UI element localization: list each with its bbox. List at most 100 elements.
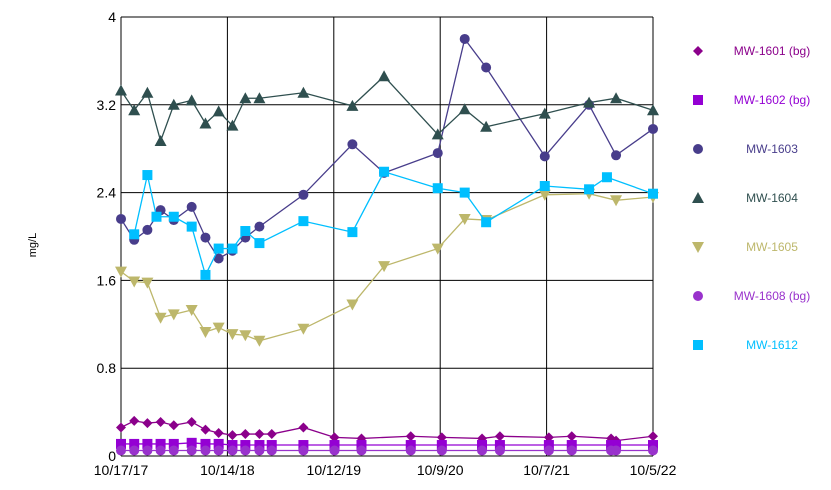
data-point (142, 445, 153, 456)
data-point (213, 253, 224, 264)
data-point (200, 424, 211, 435)
series-4 (115, 188, 659, 347)
data-point (199, 326, 212, 338)
x-tick-label: 10/9/20 (417, 462, 464, 478)
legend-label: MW-1612 (746, 338, 798, 352)
data-point (298, 216, 309, 227)
data-point (379, 166, 390, 177)
series-6 (129, 166, 658, 280)
data-point (648, 188, 658, 199)
data-point (240, 440, 251, 451)
data-point (432, 148, 443, 159)
data-point (459, 33, 470, 44)
data-point (266, 440, 277, 451)
data-point (566, 445, 577, 456)
data-point (405, 431, 416, 442)
legend-marker (693, 340, 703, 350)
data-point (538, 189, 551, 201)
series-0 (116, 415, 658, 446)
data-point (458, 213, 471, 225)
data-point (155, 416, 166, 427)
data-point (356, 445, 367, 456)
data-point (226, 329, 239, 341)
data-point (254, 429, 265, 440)
series-layer (115, 33, 659, 456)
data-point (648, 445, 658, 456)
data-point (200, 438, 211, 449)
data-point (436, 445, 447, 456)
data-point (254, 440, 265, 451)
data-point (240, 445, 251, 456)
x-axis-ticks: 10/17/17 10/14/18 10/12/19 10/9/20 10/7/21 10… (94, 462, 677, 478)
data-point (142, 438, 153, 449)
data-point (168, 445, 179, 456)
data-point (129, 445, 140, 456)
data-point (611, 150, 622, 161)
data-point (648, 123, 658, 134)
data-point (346, 299, 359, 311)
data-point (459, 187, 470, 198)
data-point (240, 429, 251, 440)
legend-label: MW-1602 (bg) (734, 93, 810, 107)
data-point (186, 437, 197, 448)
data-point (142, 224, 153, 235)
data-point (601, 172, 612, 183)
data-point (168, 211, 179, 222)
data-point (329, 440, 340, 451)
data-point (254, 221, 265, 232)
data-point (539, 181, 550, 192)
data-point (266, 429, 277, 440)
x-tick-label: 10/7/21 (523, 462, 570, 478)
data-point (155, 445, 166, 456)
data-point (200, 269, 211, 280)
data-point (154, 135, 167, 147)
data-point (154, 312, 167, 324)
data-point (227, 430, 238, 441)
data-point (213, 243, 224, 254)
data-point (583, 96, 596, 108)
data-point (128, 276, 141, 288)
data-point (494, 431, 505, 442)
data-point (115, 266, 127, 278)
data-point (239, 330, 252, 342)
data-point (186, 445, 197, 456)
data-point (116, 213, 126, 224)
data-point (167, 98, 180, 110)
data-point (168, 420, 179, 431)
data-point (329, 445, 340, 456)
data-point (151, 211, 162, 222)
y-tick-label: 2.4 (97, 185, 117, 201)
data-point (584, 184, 595, 195)
data-point (347, 227, 358, 238)
data-point (481, 62, 492, 73)
data-point (186, 416, 197, 427)
data-point (142, 418, 153, 429)
y-tick-label: 1.6 (97, 272, 117, 288)
series-line (120, 193, 654, 342)
data-point (648, 431, 658, 442)
data-point (298, 445, 309, 456)
data-point (167, 309, 180, 321)
data-point (129, 229, 140, 240)
data-point (116, 422, 126, 433)
data-point (543, 445, 554, 456)
legend-marker (693, 46, 703, 56)
data-point (186, 221, 197, 232)
data-point (213, 438, 224, 449)
data-point (253, 335, 266, 347)
data-point (129, 438, 140, 449)
data-point (168, 438, 179, 449)
legend-marker (692, 192, 704, 203)
data-point (142, 170, 153, 181)
data-point (155, 438, 166, 449)
data-point (253, 92, 266, 104)
legend-label: MW-1601 (bg) (734, 44, 810, 58)
y-tick-label: 0.8 (97, 360, 117, 376)
data-point (347, 139, 358, 150)
data-point (128, 104, 141, 116)
data-point (480, 120, 493, 132)
data-point (129, 415, 140, 426)
legend-label: MW-1603 (746, 142, 798, 156)
x-tick-label: 10/12/19 (307, 462, 362, 478)
series-line (133, 170, 654, 277)
